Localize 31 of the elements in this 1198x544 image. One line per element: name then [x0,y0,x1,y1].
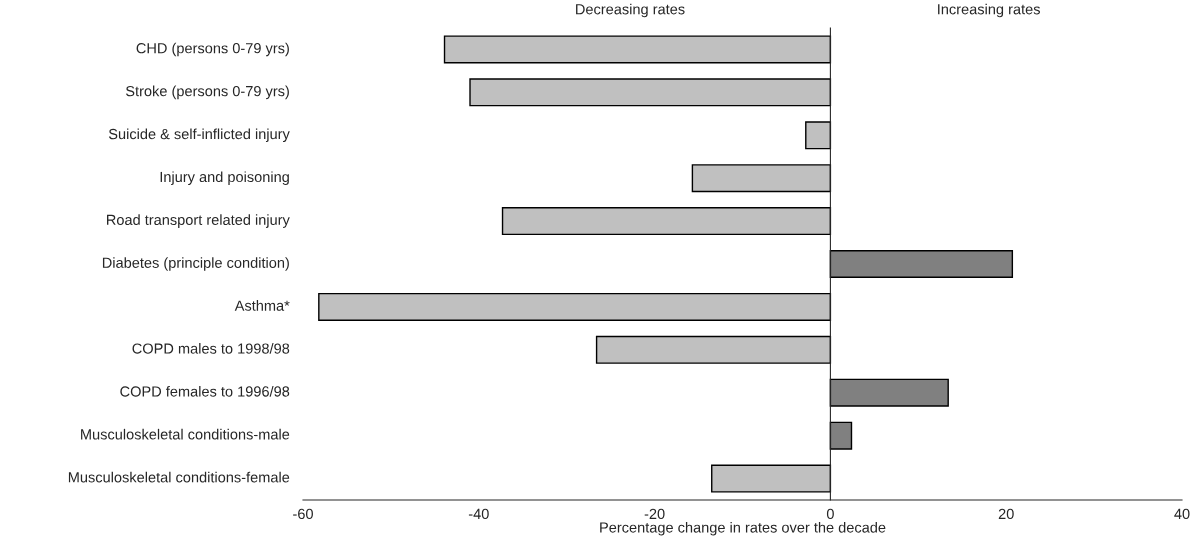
bar [829,378,949,407]
text: Decreasing rates [576,3,685,18]
y-tick-label: Suicide & self-inflicted injury [108,128,290,143]
bar [501,207,832,236]
x-tick-label: 40 [1174,508,1190,520]
y-tick-label: Musculoskeletal conditions-female [68,471,290,483]
text: Increasing rates [938,3,1040,18]
y-tick-label: Musculoskeletal conditions-male [81,428,290,440]
x-tick-label: 20 [998,508,1014,520]
y-tick-label: COPD females to 1996/98 [120,385,290,397]
bar [318,292,832,321]
x-tick-label: -20 [644,508,665,520]
x-tick-label: -40 [468,508,489,520]
x-tick-label: 0 [826,508,834,520]
y-tick-label: Injury and poisoning [160,171,289,185]
bar [469,78,832,107]
y-tick-label: Asthma* [234,300,290,311]
y-tick-label: Stroke (persons 0-79 yrs) [125,85,289,100]
x-tick-label: -60 [293,508,313,520]
x-axis-title: Percentage change in rates over the decade [600,521,886,536]
bar [829,250,1014,278]
bar [829,421,853,450]
bar [805,121,832,150]
bar [443,35,832,64]
y-tick-label: CHD (persons 0-79 yrs) [136,42,289,57]
y-tick-label: Diabetes (principle condition) [102,257,289,271]
y-tick-label: COPD males to 1998/98 [132,343,290,354]
bar [691,164,832,193]
bar [595,335,832,364]
bar [711,464,832,493]
y-tick-label: Road transport related injury [107,214,290,228]
